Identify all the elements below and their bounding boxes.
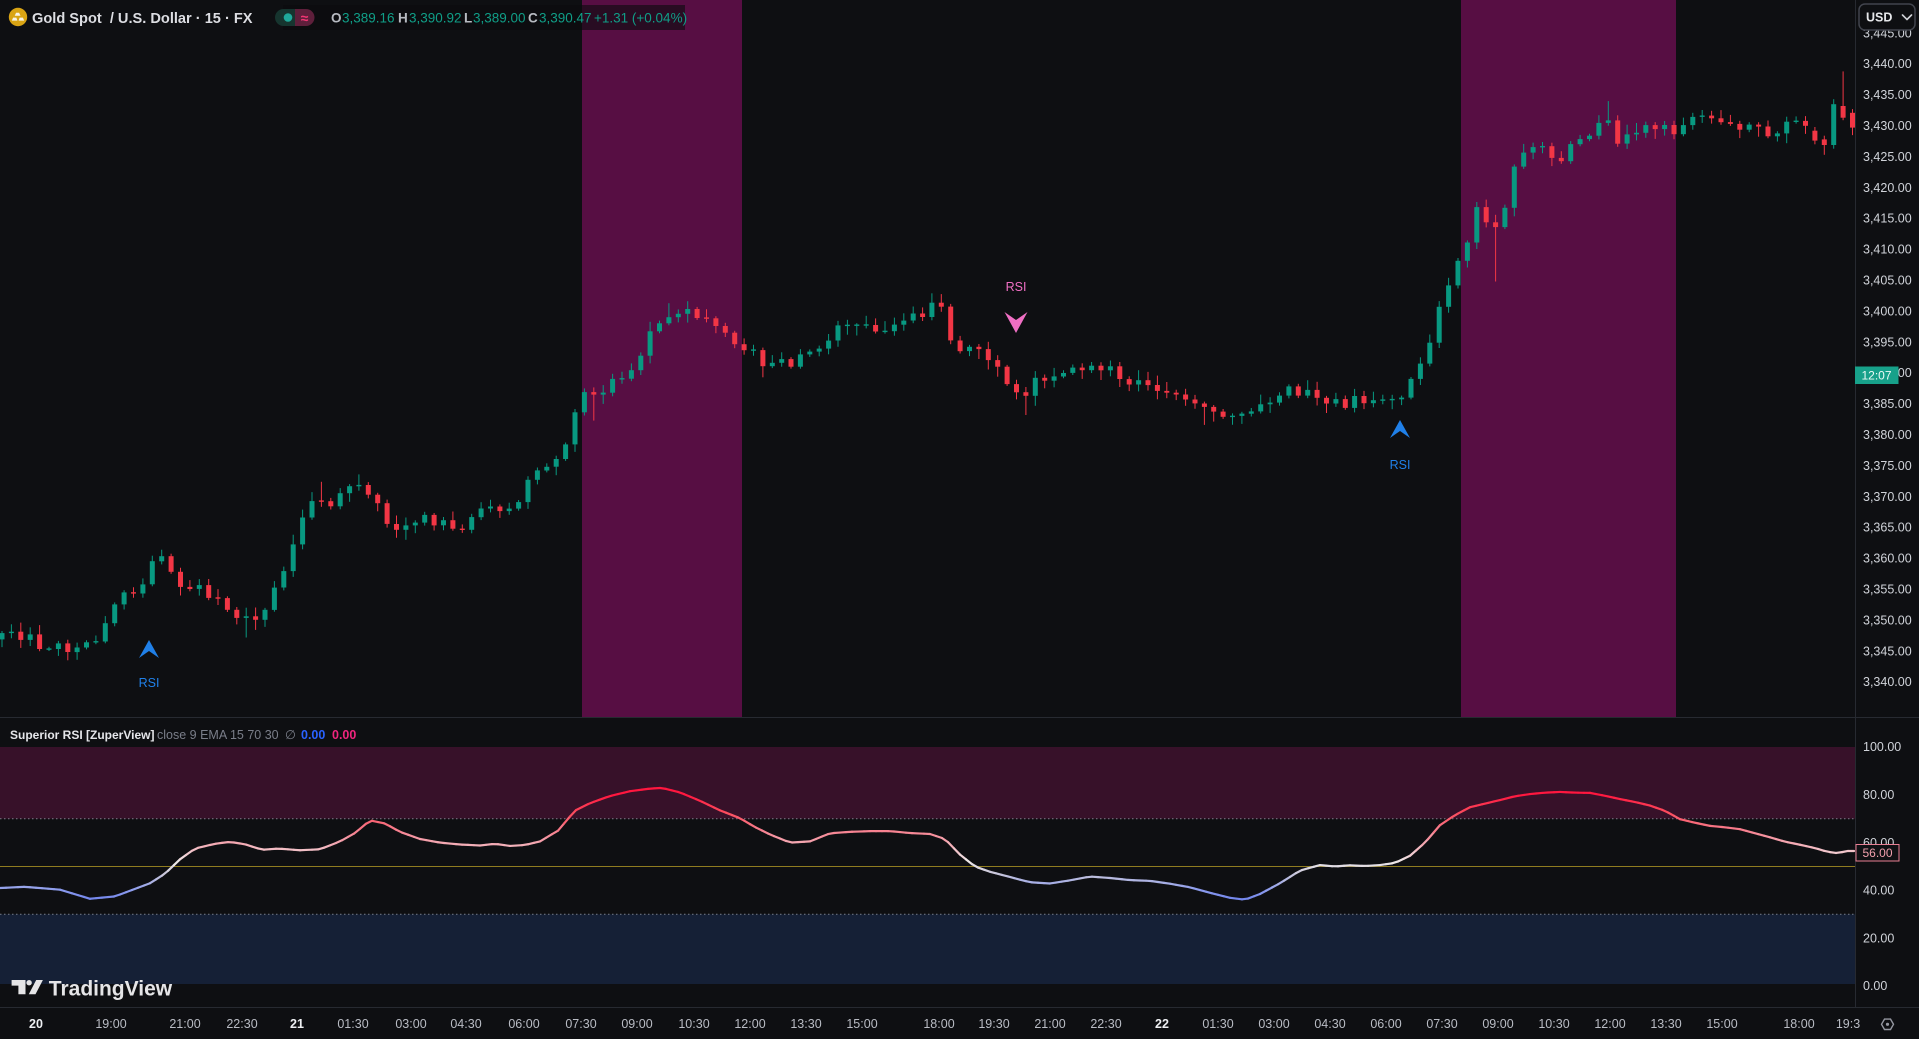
svg-text:12:00: 12:00 bbox=[1594, 1017, 1625, 1031]
svg-text:3,380.00: 3,380.00 bbox=[1863, 428, 1912, 442]
svg-text:O: O bbox=[331, 11, 342, 26]
svg-text:01:30: 01:30 bbox=[337, 1017, 368, 1031]
svg-text:TradingView: TradingView bbox=[49, 977, 173, 1000]
svg-text:≈: ≈ bbox=[301, 10, 309, 26]
svg-text:0.00: 0.00 bbox=[301, 728, 325, 742]
svg-text:Superior RSI [ZuperView]: Superior RSI [ZuperView] bbox=[10, 728, 154, 742]
svg-text:3,390.92: 3,390.92 bbox=[409, 11, 462, 26]
svg-text:RSI: RSI bbox=[1390, 458, 1411, 472]
svg-text:3,390.47: 3,390.47 bbox=[539, 11, 592, 26]
svg-text:3,420.00: 3,420.00 bbox=[1863, 181, 1912, 195]
svg-text:3,375.00: 3,375.00 bbox=[1863, 459, 1912, 473]
svg-text:0.00: 0.00 bbox=[332, 728, 356, 742]
svg-text:3,355.00: 3,355.00 bbox=[1863, 583, 1912, 597]
svg-text:21:00: 21:00 bbox=[1034, 1017, 1065, 1031]
svg-text:+1.31 (+0.04%): +1.31 (+0.04%) bbox=[594, 11, 687, 26]
svg-text:09:00: 09:00 bbox=[1482, 1017, 1513, 1031]
svg-text:0.00: 0.00 bbox=[1863, 979, 1887, 993]
svg-text:L: L bbox=[464, 11, 472, 26]
svg-text:3,360.00: 3,360.00 bbox=[1863, 552, 1912, 566]
svg-text:3,440.00: 3,440.00 bbox=[1863, 57, 1912, 71]
svg-text:20: 20 bbox=[29, 1017, 43, 1031]
svg-text:12:07: 12:07 bbox=[1861, 369, 1891, 383]
svg-text:07:30: 07:30 bbox=[1426, 1017, 1457, 1031]
svg-text:∅: ∅ bbox=[285, 728, 296, 742]
svg-text:3,405.00: 3,405.00 bbox=[1863, 274, 1912, 288]
svg-text:10:30: 10:30 bbox=[1538, 1017, 1569, 1031]
svg-text:56.00: 56.00 bbox=[1862, 846, 1892, 860]
svg-text:01:30: 01:30 bbox=[1202, 1017, 1233, 1031]
svg-text:3,350.00: 3,350.00 bbox=[1863, 613, 1912, 627]
svg-text:09:00: 09:00 bbox=[621, 1017, 652, 1031]
svg-text:07:30: 07:30 bbox=[565, 1017, 596, 1031]
svg-text:3,435.00: 3,435.00 bbox=[1863, 88, 1912, 102]
svg-text:04:30: 04:30 bbox=[1314, 1017, 1345, 1031]
svg-text:80.00: 80.00 bbox=[1863, 788, 1894, 802]
svg-text:100.00: 100.00 bbox=[1863, 740, 1901, 754]
svg-text:C: C bbox=[528, 11, 538, 26]
svg-text:22: 22 bbox=[1155, 1017, 1169, 1031]
svg-text:RSI: RSI bbox=[139, 676, 160, 690]
svg-text:22:30: 22:30 bbox=[1090, 1017, 1121, 1031]
svg-text:3,370.00: 3,370.00 bbox=[1863, 490, 1912, 504]
svg-text:15:00: 15:00 bbox=[846, 1017, 877, 1031]
svg-text:18:00: 18:00 bbox=[1783, 1017, 1814, 1031]
svg-text:13:30: 13:30 bbox=[1650, 1017, 1681, 1031]
svg-text:06:00: 06:00 bbox=[508, 1017, 539, 1031]
svg-text:3,400.00: 3,400.00 bbox=[1863, 304, 1912, 318]
svg-text:3,410.00: 3,410.00 bbox=[1863, 243, 1912, 257]
svg-text:H: H bbox=[398, 11, 408, 26]
svg-text:3,425.00: 3,425.00 bbox=[1863, 150, 1912, 164]
svg-text:USD: USD bbox=[1866, 11, 1892, 25]
svg-text:close 9 EMA 15 70 30: close 9 EMA 15 70 30 bbox=[157, 728, 279, 742]
svg-text:18:00: 18:00 bbox=[923, 1017, 954, 1031]
svg-text:19:30: 19:30 bbox=[978, 1017, 1009, 1031]
svg-text:40.00: 40.00 bbox=[1863, 884, 1894, 898]
svg-text:12:00: 12:00 bbox=[734, 1017, 765, 1031]
svg-text:3,415.00: 3,415.00 bbox=[1863, 212, 1912, 226]
svg-text:3,395.00: 3,395.00 bbox=[1863, 335, 1912, 349]
svg-text:22:30: 22:30 bbox=[226, 1017, 257, 1031]
svg-text:Gold Spot / U.S. Dollar · 15: Gold Spot / U.S. Dollar · 15 · FX bbox=[32, 11, 253, 27]
svg-text:3,389.00: 3,389.00 bbox=[473, 11, 526, 26]
svg-text:19:00: 19:00 bbox=[95, 1017, 126, 1031]
svg-text:15:00: 15:00 bbox=[1706, 1017, 1737, 1031]
svg-text:3,340.00: 3,340.00 bbox=[1863, 675, 1912, 689]
svg-text:3,365.00: 3,365.00 bbox=[1863, 521, 1912, 535]
svg-text:20.00: 20.00 bbox=[1863, 931, 1894, 945]
svg-text:3,385.00: 3,385.00 bbox=[1863, 397, 1912, 411]
svg-text:03:00: 03:00 bbox=[395, 1017, 426, 1031]
svg-text:19:3: 19:3 bbox=[1836, 1017, 1860, 1031]
svg-text:06:00: 06:00 bbox=[1370, 1017, 1401, 1031]
svg-text:13:30: 13:30 bbox=[790, 1017, 821, 1031]
svg-text:21:00: 21:00 bbox=[169, 1017, 200, 1031]
svg-text:3,345.00: 3,345.00 bbox=[1863, 644, 1912, 658]
svg-text:04:30: 04:30 bbox=[450, 1017, 481, 1031]
svg-text:RSI: RSI bbox=[1006, 280, 1027, 294]
svg-text:3,430.00: 3,430.00 bbox=[1863, 119, 1912, 133]
svg-text:10:30: 10:30 bbox=[678, 1017, 709, 1031]
svg-text:21: 21 bbox=[290, 1017, 304, 1031]
svg-text:03:00: 03:00 bbox=[1258, 1017, 1289, 1031]
svg-text:3,389.16: 3,389.16 bbox=[342, 11, 395, 26]
